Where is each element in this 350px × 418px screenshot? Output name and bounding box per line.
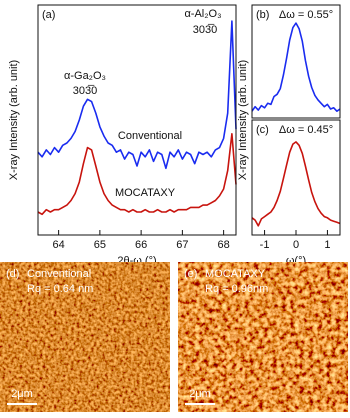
- x-tick-label: 1: [324, 239, 330, 251]
- annotation: 303̅0: [193, 24, 217, 36]
- roughness: Rq = 0.64 nm: [27, 283, 93, 295]
- roughness: Rq = 0.96nm: [205, 283, 268, 295]
- panel-label: (e): [184, 268, 197, 280]
- y-axis-label: X-ray Intensity (arb. unit): [8, 60, 20, 180]
- plot-frame: [37, 4, 237, 236]
- y-axis-label: X-ray Intensity (arb. unit): [237, 60, 249, 180]
- data-line: [37, 20, 237, 170]
- x-tick-label: 68: [218, 239, 230, 251]
- annotation: α-Al₂O₃: [184, 8, 221, 20]
- sample-name: Conventional: [27, 268, 91, 280]
- x-tick-label: 0: [293, 239, 299, 251]
- x-tick-label: 65: [94, 239, 106, 251]
- x-tick-label: 66: [135, 239, 147, 251]
- x-tick-label: 67: [176, 239, 188, 251]
- data-line: [251, 22, 341, 112]
- annotation: Δω = 0.45°: [279, 124, 333, 136]
- annotation: 303̅0: [73, 85, 97, 97]
- x-tick-label: 64: [53, 239, 65, 251]
- afm-image: [178, 262, 348, 412]
- data-line: [251, 141, 341, 227]
- scale-label: 2μm: [11, 388, 33, 400]
- series-label: Conventional: [118, 130, 182, 142]
- annotation: (a): [42, 9, 55, 21]
- plot-frame: [251, 4, 341, 119]
- scale-label: 2μm: [189, 388, 211, 400]
- annotation: Δω = 0.55°: [279, 9, 333, 21]
- panel-label: (d): [6, 268, 19, 280]
- annotation: (c): [256, 124, 269, 136]
- sample-name: MOCATAXY: [205, 268, 266, 280]
- series-label: MOCATAXY: [115, 187, 176, 199]
- annotation: (b): [256, 9, 269, 21]
- afm-image: [0, 262, 170, 412]
- x-tick-label: -1: [260, 239, 270, 251]
- annotation: α-Ga₂O₃: [64, 70, 106, 82]
- data-line: [37, 133, 237, 216]
